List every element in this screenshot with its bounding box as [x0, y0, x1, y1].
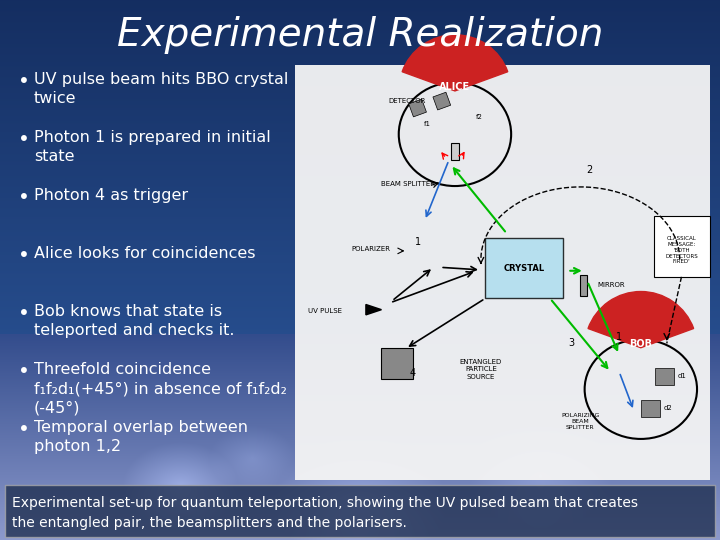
- Text: •: •: [18, 188, 30, 207]
- Text: Experimental Realization: Experimental Realization: [117, 16, 603, 54]
- Text: POLARIZING
BEAM
SPLITTER: POLARIZING BEAM SPLITTER: [561, 413, 600, 430]
- Text: •: •: [18, 420, 30, 439]
- Bar: [654, 217, 710, 277]
- Text: CRYSTAL: CRYSTAL: [503, 264, 544, 273]
- Text: Photon 1 is prepared in initial
state: Photon 1 is prepared in initial state: [34, 130, 271, 164]
- Text: d1: d1: [677, 373, 686, 379]
- Bar: [295, 65, 710, 480]
- Polygon shape: [366, 305, 382, 315]
- Text: Bob knows that state is
teleported and checks it.: Bob knows that state is teleported and c…: [34, 304, 235, 338]
- Text: f2: f2: [476, 113, 482, 119]
- Wedge shape: [402, 35, 508, 91]
- Text: ALICE: ALICE: [439, 82, 470, 92]
- Text: •: •: [18, 72, 30, 91]
- Text: 4: 4: [410, 368, 416, 378]
- Text: UV pulse beam hits BBO crystal
twice: UV pulse beam hits BBO crystal twice: [34, 72, 289, 106]
- Bar: [382, 348, 413, 379]
- Text: •: •: [18, 362, 30, 381]
- Text: POLARIZER: POLARIZER: [351, 246, 390, 252]
- Text: Alice looks for coincidences: Alice looks for coincidences: [34, 246, 256, 261]
- Text: 1: 1: [616, 332, 622, 342]
- Text: UV PULSE: UV PULSE: [308, 308, 342, 314]
- Text: •: •: [18, 304, 30, 323]
- Bar: [654, 368, 674, 385]
- Text: 1: 1: [415, 237, 420, 247]
- Bar: [5, 485, 715, 537]
- Text: f1: f1: [424, 120, 431, 126]
- Bar: [641, 400, 660, 417]
- Text: 2: 2: [586, 165, 592, 175]
- Text: Experimental set-up for quantum teleportation, showing the UV pulsed beam that c: Experimental set-up for quantum teleport…: [12, 496, 638, 530]
- Text: d2: d2: [663, 405, 672, 411]
- Text: ENTANGLED
PARTICLE
SOURCE: ENTANGLED PARTICLE SOURCE: [460, 359, 502, 380]
- Text: MIRROR: MIRROR: [598, 282, 625, 288]
- Text: Photon 4 as trigger: Photon 4 as trigger: [34, 188, 188, 203]
- Text: CLASSICAL
MESSAGE:
'BOTH
DETECTORS
FIRED': CLASSICAL MESSAGE: 'BOTH DETECTORS FIRED…: [665, 236, 698, 265]
- Wedge shape: [588, 292, 693, 348]
- Bar: [580, 275, 588, 296]
- Text: 3: 3: [569, 338, 575, 348]
- Text: BEAM SPLITTER: BEAM SPLITTER: [382, 181, 436, 187]
- Bar: [409, 99, 426, 117]
- Text: Temporal overlap between
photon 1,2: Temporal overlap between photon 1,2: [34, 420, 248, 454]
- Bar: [433, 92, 451, 110]
- Text: Threefold coincidence
f₁f₂d₁(+45°) in absence of f₁f₂d₂
(-45°): Threefold coincidence f₁f₂d₁(+45°) in ab…: [34, 362, 287, 415]
- Text: DETECTOR: DETECTOR: [389, 98, 426, 104]
- Text: •: •: [18, 130, 30, 149]
- Text: BOB: BOB: [629, 339, 652, 349]
- Bar: [451, 143, 459, 160]
- Bar: [485, 238, 563, 299]
- Text: •: •: [18, 246, 30, 265]
